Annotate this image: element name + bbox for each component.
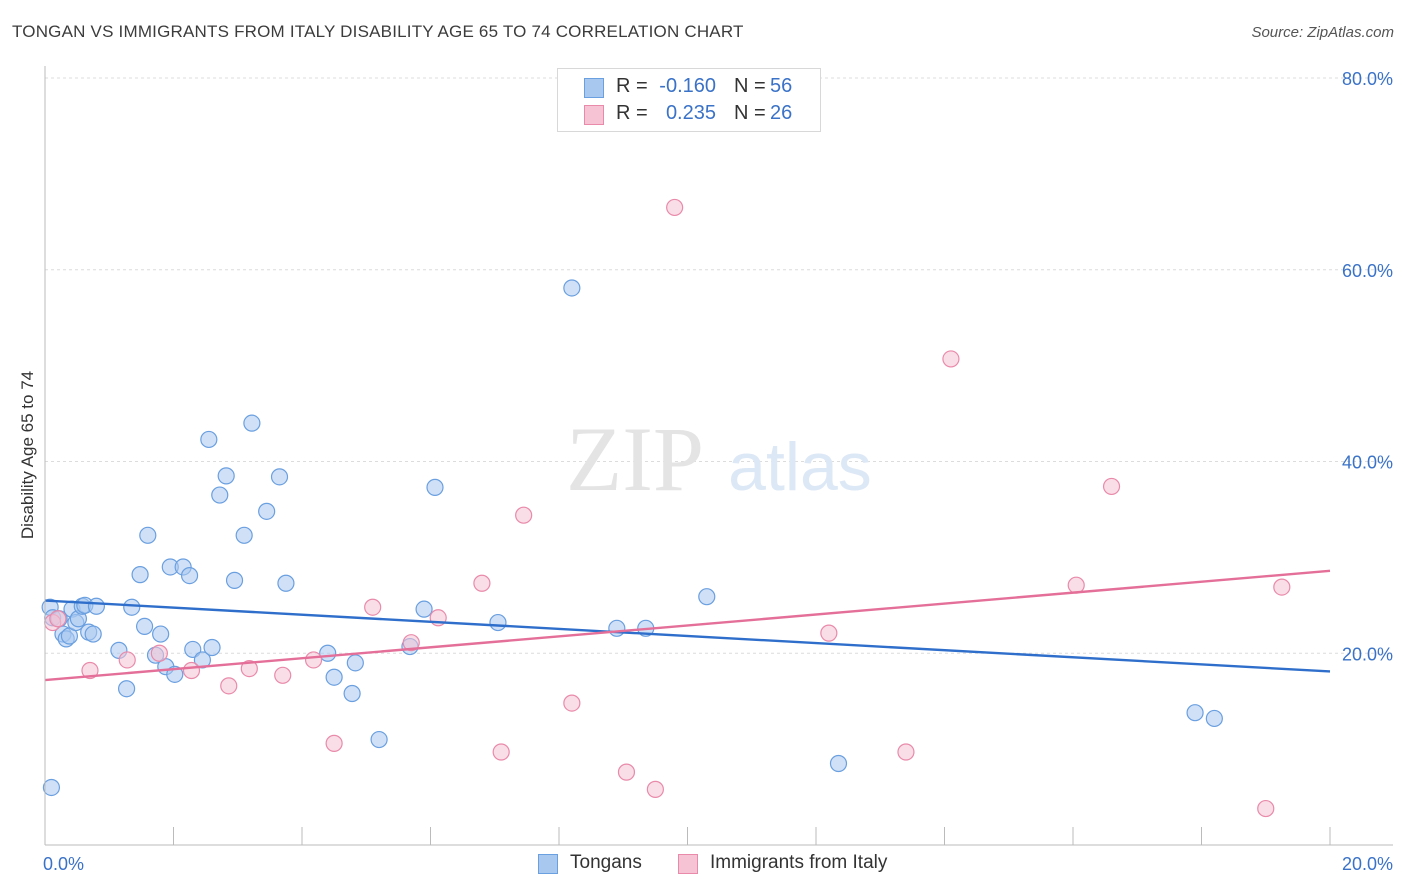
trend-line-italy: [44, 569, 1331, 682]
point-tongans: [184, 640, 202, 659]
point-italy: [274, 666, 292, 684]
point-tongans: [1186, 704, 1204, 722]
point-tongans: [180, 566, 199, 585]
point-italy: [942, 350, 960, 368]
point-tongans: [217, 467, 235, 485]
chart-title: TONGAN VS IMMIGRANTS FROM ITALY DISABILI…: [12, 22, 744, 41]
point-tongans: [117, 680, 136, 698]
point-italy: [150, 644, 168, 662]
watermark-atlas: atlas: [728, 429, 872, 505]
point-tongans: [346, 654, 364, 672]
point-tongans: [235, 526, 253, 544]
point-italy: [617, 763, 636, 781]
r-value: -0.160: [659, 75, 716, 97]
point-italy: [897, 743, 915, 761]
point-italy: [492, 743, 510, 761]
trend-line-tongans: [44, 599, 1331, 673]
n-label: N =: [734, 75, 766, 97]
y-tick-label: 40.0%: [1342, 453, 1393, 473]
n-value: 56: [770, 75, 793, 97]
point-tongans: [193, 651, 212, 669]
point-italy: [182, 661, 201, 680]
point-tongans: [211, 486, 229, 504]
point-tongans: [152, 625, 170, 643]
point-tongans: [123, 598, 141, 616]
source-label: Source: ZipAtlas.com: [1251, 24, 1394, 41]
n-label: N =: [734, 102, 766, 124]
point-italy: [1257, 799, 1275, 818]
stats-box: R = -0.160 N = 56 R = 0.235 N = 26: [557, 68, 821, 132]
point-italy: [820, 624, 838, 642]
point-tongans: [203, 638, 221, 657]
legend-label: Tongans: [570, 852, 642, 873]
stats-swatch-italy: [584, 105, 604, 125]
legend-label: Immigrants from Italy: [710, 852, 888, 873]
point-italy: [646, 780, 664, 798]
axis-layer: 20.0% 40.0% 60.0% 80.0% 0.0% 20.0%: [43, 66, 1393, 874]
point-tongans: [370, 730, 388, 749]
legend-swatch-tongans: [538, 854, 558, 874]
point-tongans: [87, 597, 106, 615]
x-tick-label-max: 20.0%: [1342, 854, 1393, 874]
point-tongans: [608, 619, 626, 637]
point-tongans: [489, 613, 507, 632]
point-italy: [220, 677, 238, 695]
point-tongans: [343, 684, 361, 703]
point-italy: [473, 574, 491, 592]
point-tongans: [200, 430, 218, 449]
point-tongans: [139, 526, 157, 544]
point-tongans: [270, 468, 289, 486]
point-italy: [304, 651, 323, 669]
stats-swatch-tongans: [584, 78, 604, 98]
y-tick-label: 60.0%: [1342, 261, 1393, 281]
point-italy: [81, 661, 99, 680]
point-tongans: [135, 617, 154, 636]
point-italy: [402, 634, 420, 652]
r-label: R =: [616, 75, 648, 97]
point-tongans: [829, 754, 848, 773]
point-italy: [240, 659, 258, 678]
point-tongans: [325, 668, 343, 686]
point-tongans: [426, 478, 444, 496]
point-tongans: [131, 566, 149, 584]
n-value: 26: [770, 102, 793, 124]
point-tongans: [225, 571, 244, 589]
trend-layer: [44, 569, 1331, 682]
point-tongans: [84, 625, 102, 643]
y-tick-label: 80.0%: [1342, 69, 1393, 89]
point-tongans: [319, 644, 337, 662]
point-tongans: [563, 279, 581, 297]
stats-row-italy: R = 0.235 N = 26: [558, 102, 820, 128]
point-italy: [666, 198, 684, 217]
point-italy: [515, 506, 533, 524]
y-tick-label: 20.0%: [1342, 644, 1393, 664]
point-tongans: [698, 588, 716, 606]
r-label: R =: [616, 102, 648, 124]
point-tongans: [243, 414, 261, 432]
x-tick-label-min: 0.0%: [43, 854, 84, 874]
point-italy: [1102, 477, 1121, 496]
point-italy: [364, 598, 382, 616]
point-tongans: [277, 574, 295, 592]
legend-swatch-italy: [678, 854, 698, 874]
point-italy: [563, 694, 581, 712]
grid-layer: [45, 77, 1393, 654]
point-italy: [118, 651, 136, 669]
point-tongans: [42, 778, 61, 797]
point-tongans: [1205, 709, 1223, 728]
point-italy: [325, 734, 343, 752]
point-italy: [49, 610, 67, 628]
r-value: 0.235: [665, 102, 716, 124]
watermark-zip: ZIP: [566, 408, 704, 510]
stats-row-tongans: R = -0.160 N = 56: [558, 75, 820, 101]
point-tongans: [415, 600, 433, 618]
point-italy: [1273, 578, 1291, 596]
points-layer: [41, 198, 1291, 818]
point-tongans: [258, 502, 276, 520]
